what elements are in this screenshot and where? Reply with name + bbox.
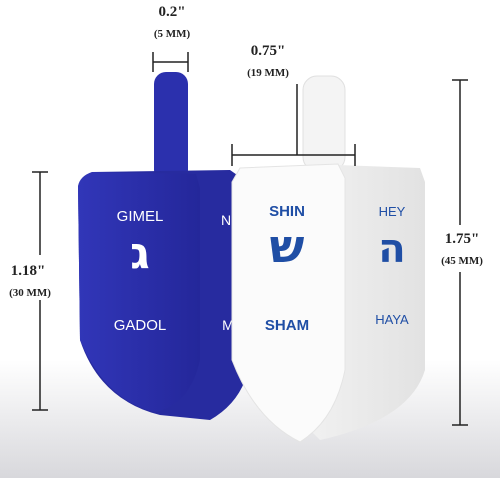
face-meaning: M: [222, 317, 234, 333]
hebrew-letter: ה: [378, 226, 405, 272]
dimension-label: 1.75": [445, 231, 480, 247]
face-name: HEY: [379, 204, 406, 219]
dimension-sublabel: (19 MM): [247, 67, 289, 79]
face-name: GIMEL: [117, 208, 164, 225]
hebrew-letter: ש: [270, 219, 305, 273]
face-name: SHIN: [269, 203, 305, 220]
hebrew-letter: ג: [130, 228, 150, 279]
face-meaning: GADOL: [114, 317, 167, 334]
dimension-label: 0.2": [158, 4, 185, 20]
dimension-label: 0.75": [251, 43, 286, 59]
dimension-lines: [32, 52, 468, 426]
face-meaning: HAYA: [375, 312, 409, 327]
dimension-sublabel: (45 MM): [441, 255, 483, 267]
white-dreidel: SHIN ש SHAM HEY ה HAYA: [231, 75, 425, 443]
dimension-sublabel: (5 MM): [154, 28, 191, 40]
blue-dreidel: GIMEL ג GADOL N M: [78, 72, 250, 420]
dimension-sublabel: (30 MM): [9, 287, 51, 299]
face-name: N: [221, 212, 231, 228]
dimension-label: 1.18": [11, 263, 46, 279]
face-meaning: SHAM: [265, 317, 309, 334]
